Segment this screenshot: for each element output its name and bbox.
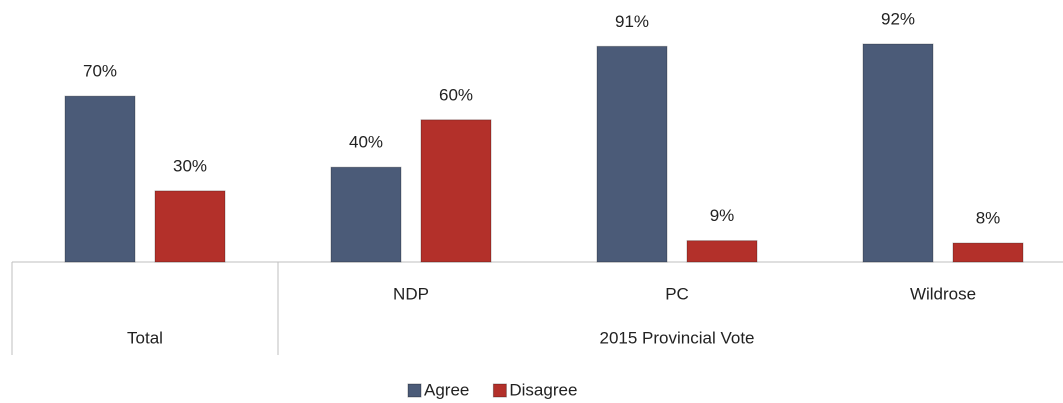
- legend-swatch: [492, 383, 507, 398]
- bar: [330, 166, 402, 263]
- x-tick-label: Wildrose: [910, 284, 976, 303]
- legend-label: Disagree: [509, 380, 577, 399]
- bar: [686, 240, 758, 263]
- bar: [64, 95, 136, 263]
- legend-label: Agree: [424, 380, 469, 399]
- group-label: Total: [127, 328, 163, 347]
- x-tick-label: NDP: [393, 284, 429, 303]
- data-label: 92%: [881, 9, 915, 28]
- group-label: 2015 Provincial Vote: [600, 328, 755, 347]
- bar: [420, 119, 492, 263]
- data-label: 91%: [615, 12, 649, 31]
- data-label: 9%: [710, 206, 735, 225]
- data-label: 8%: [976, 209, 1001, 228]
- bar: [596, 45, 668, 263]
- bar: [952, 242, 1024, 263]
- bar: [154, 190, 226, 263]
- data-label: 70%: [83, 62, 117, 81]
- data-label: 40%: [349, 133, 383, 152]
- data-label: 30%: [173, 156, 207, 175]
- bar: [862, 43, 934, 263]
- data-label: 60%: [439, 85, 473, 104]
- x-tick-label: PC: [665, 284, 689, 303]
- legend-swatch: [407, 383, 422, 398]
